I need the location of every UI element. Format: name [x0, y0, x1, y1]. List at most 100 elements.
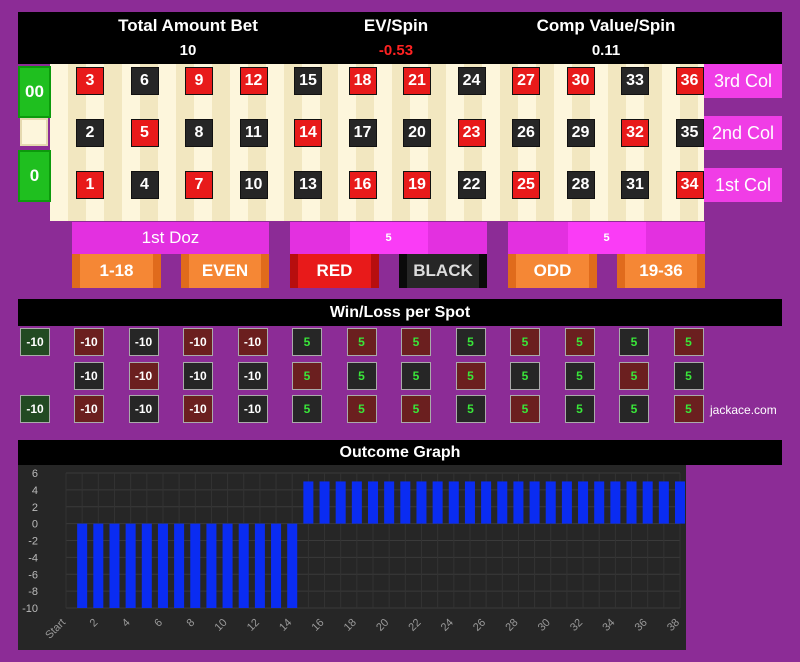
number-16[interactable]: 16 — [348, 171, 377, 199]
y-tick-label: -4 — [28, 552, 38, 564]
winloss-cell: 5 — [455, 362, 486, 390]
number-10[interactable]: 10 — [239, 171, 268, 199]
number-18[interactable]: 18 — [348, 67, 377, 95]
bet-black[interactable]: BLACK — [399, 254, 487, 288]
winloss-cell: 5 — [564, 395, 595, 423]
number-24[interactable]: 24 — [457, 67, 486, 95]
outcome-bar — [578, 481, 589, 524]
outcome-bar — [545, 481, 556, 524]
winloss-cell: -10 — [128, 395, 159, 423]
zero-pocket[interactable]: 0 — [18, 150, 51, 202]
number-32[interactable]: 32 — [621, 119, 649, 147]
double-zero-pocket[interactable]: 00 — [18, 66, 51, 118]
number-14[interactable]: 14 — [294, 119, 322, 147]
number-35[interactable]: 35 — [675, 119, 704, 147]
number-1[interactable]: 1 — [76, 171, 104, 199]
x-tick-label: 30 — [536, 617, 553, 634]
number-17[interactable]: 17 — [348, 119, 377, 147]
winloss-cell: -10 — [74, 362, 104, 390]
col-bet-2nd[interactable]: 2nd Col — [704, 116, 782, 150]
graph-title: Outcome Graph — [18, 440, 782, 465]
y-tick-label: -8 — [28, 586, 38, 598]
dozen-3rd-bet: 5 — [567, 222, 646, 254]
winloss-cell: -10 — [237, 395, 268, 423]
outcome-bar — [222, 523, 233, 608]
number-21[interactable]: 21 — [403, 67, 431, 95]
x-tick-label: 10 — [213, 617, 230, 634]
bet-even[interactable]: EVEN — [181, 254, 269, 288]
winloss-cell: -10 — [183, 395, 213, 423]
number-28[interactable]: 28 — [566, 171, 595, 199]
number-6[interactable]: 6 — [130, 67, 159, 95]
number-8[interactable]: 8 — [185, 119, 213, 147]
winloss-cell: -10 — [74, 395, 104, 423]
number-29[interactable]: 29 — [566, 119, 595, 147]
y-tick-label: 6 — [32, 468, 38, 480]
winloss-cell: 5 — [619, 395, 649, 423]
outcome-bar — [93, 523, 104, 608]
number-3[interactable]: 3 — [76, 67, 104, 95]
number-9[interactable]: 9 — [185, 67, 213, 95]
bet-1-18[interactable]: 1-18 — [72, 254, 161, 288]
y-tick-label: -2 — [28, 536, 38, 548]
outcome-bar — [448, 481, 459, 524]
number-12[interactable]: 12 — [239, 67, 268, 95]
number-22[interactable]: 22 — [457, 171, 486, 199]
x-tick-label: 34 — [600, 617, 617, 634]
number-20[interactable]: 20 — [403, 119, 431, 147]
winloss-cell: -10 — [237, 328, 268, 356]
outcome-bar — [529, 481, 540, 524]
number-19[interactable]: 19 — [403, 171, 431, 199]
dozen-1st[interactable]: 1st Doz — [72, 222, 269, 254]
winloss-cell: 5 — [346, 328, 377, 356]
number-13[interactable]: 13 — [294, 171, 322, 199]
winloss-cell: 5 — [455, 395, 486, 423]
col-bet-1st[interactable]: 1st Col — [704, 168, 782, 202]
number-5[interactable]: 5 — [130, 119, 159, 147]
number-27[interactable]: 27 — [512, 67, 540, 95]
x-tick-label: 22 — [406, 617, 423, 634]
winloss-cell: 5 — [346, 395, 377, 423]
outcome-bar — [481, 481, 492, 524]
number-2[interactable]: 2 — [76, 119, 104, 147]
number-7[interactable]: 7 — [185, 171, 213, 199]
number-30[interactable]: 30 — [566, 67, 595, 95]
winloss-cell: 5 — [292, 328, 322, 356]
number-33[interactable]: 33 — [621, 67, 649, 95]
x-tick-label: 18 — [342, 617, 359, 634]
number-4[interactable]: 4 — [130, 171, 159, 199]
comp-value: 0.11 — [591, 42, 621, 59]
winloss-cell: 5 — [292, 395, 322, 423]
dozen-3rd[interactable]: 5 — [508, 222, 705, 254]
number-31[interactable]: 31 — [621, 171, 649, 199]
outcome-bar — [238, 523, 249, 608]
number-23[interactable]: 23 — [457, 119, 486, 147]
winloss-cell: -10 — [183, 362, 213, 390]
outcome-bar — [432, 481, 443, 524]
outcome-bar — [497, 481, 508, 524]
brand-text: jackace.com — [710, 403, 777, 417]
bet-red[interactable]: RED — [290, 254, 379, 288]
zero-split-spot[interactable] — [20, 118, 48, 146]
total-bet-label: Total Amount Bet — [118, 16, 258, 35]
number-11[interactable]: 11 — [239, 119, 268, 147]
outcome-bar — [610, 481, 621, 524]
outcome-bar — [141, 523, 152, 608]
number-25[interactable]: 25 — [512, 171, 540, 199]
bet-odd[interactable]: ODD — [508, 254, 597, 288]
bet-19-36[interactable]: 19-36 — [617, 254, 705, 288]
x-tick-label: 24 — [439, 617, 456, 634]
outcome-bar — [594, 481, 605, 524]
dozen-2nd[interactable]: 5 — [290, 222, 487, 254]
outcome-bar — [464, 481, 475, 524]
outcome-bar — [77, 523, 88, 608]
outcome-bar — [561, 481, 572, 524]
number-15[interactable]: 15 — [294, 67, 322, 95]
number-34[interactable]: 34 — [675, 171, 704, 199]
col-bet-3rd[interactable]: 3rd Col — [704, 64, 782, 98]
number-36[interactable]: 36 — [675, 67, 704, 95]
number-26[interactable]: 26 — [512, 119, 540, 147]
winloss-cell: 5 — [673, 362, 704, 390]
outcome-bar — [416, 481, 427, 524]
